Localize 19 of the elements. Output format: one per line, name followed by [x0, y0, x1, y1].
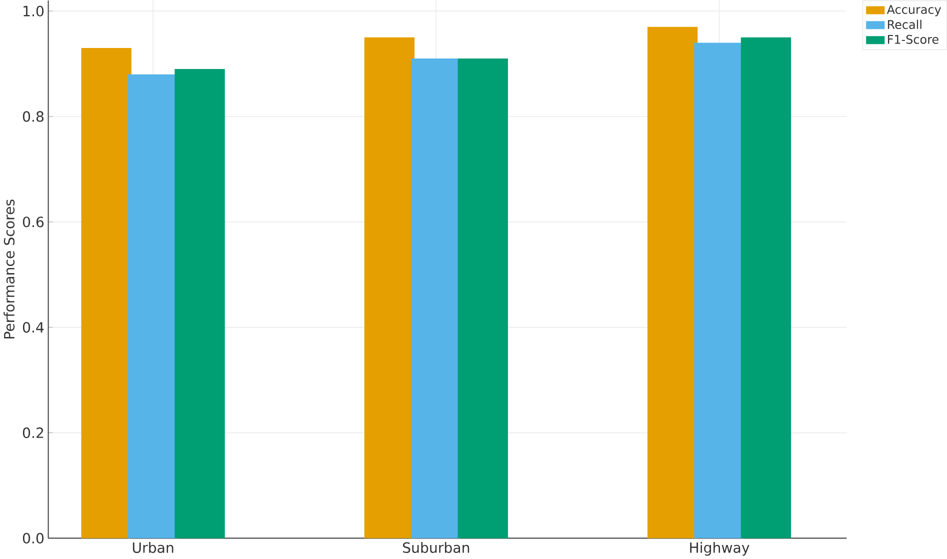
y-tick-label: 0.4 — [22, 322, 44, 333]
bar — [81, 48, 132, 538]
bar — [458, 58, 508, 538]
x-tick-label: Suburban — [402, 542, 470, 553]
y-tick-label: 0.6 — [22, 216, 44, 228]
x-tick-label: Urban — [132, 542, 174, 553]
x-tick-label: Highway — [690, 542, 750, 556]
y-tick-label: 1.0 — [24, 6, 44, 16]
bar — [174, 68, 225, 538]
y-tick-label: 0.0 — [22, 532, 44, 544]
legend-label: Accuracy — [886, 4, 942, 16]
legend-label: F1-Score — [888, 34, 938, 44]
y-tick-label: 0.2 — [22, 427, 44, 438]
bar — [364, 37, 415, 538]
legend-label: Recall — [888, 20, 922, 29]
bar — [740, 37, 792, 538]
y-tick-label: 0.8 — [22, 111, 44, 122]
y-axis-title: Performance Scores — [4, 199, 15, 338]
bar — [647, 26, 698, 538]
